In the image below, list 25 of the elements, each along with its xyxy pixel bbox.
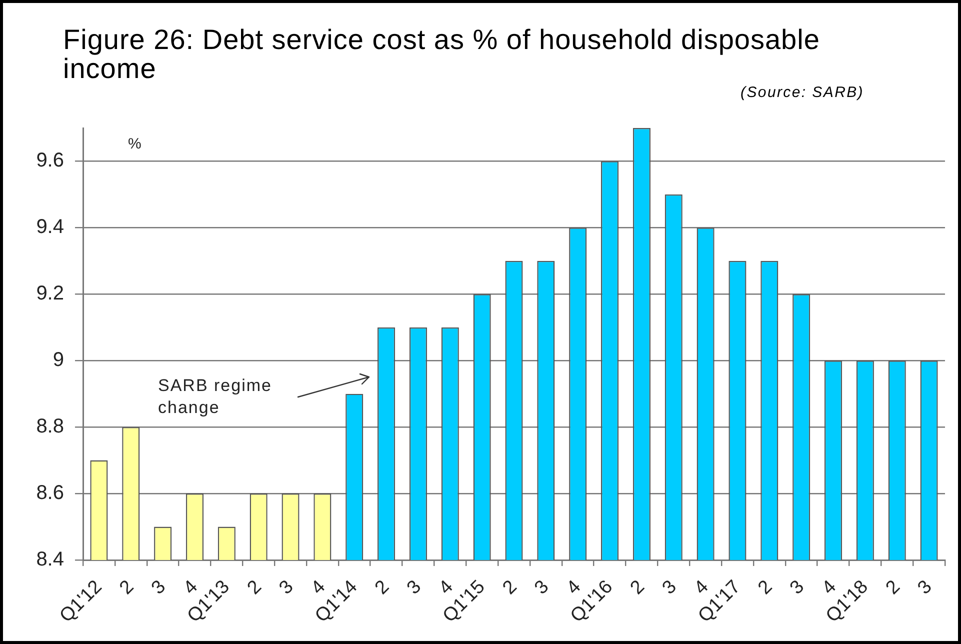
x-tick-label: 2 [371,576,394,599]
y-tick-label: 8.4 [36,548,64,571]
annotation: SARB regime change [158,375,273,419]
x-tick-label: 3 [148,576,170,599]
x-tick-label: 3 [530,576,554,599]
x-tick-label: 2 [244,576,266,599]
text: (Source: SARB) [740,84,864,101]
x-tick-label: 2 [116,576,138,599]
x-tick-label: 3 [914,576,936,599]
y-tick-label: 8.8 [36,416,64,438]
x-tick-label: 3 [403,576,426,599]
chart-title: Figure 26: Debt service cost as % of household disposable income [63,24,821,84]
x-tick-label: 3 [786,576,809,599]
y-tick-label: 9.6 [36,150,64,172]
x-tick-label: 2 [754,576,777,599]
y-tick-label: 9.4 [36,216,64,238]
x-tick-label: 2 [498,576,522,599]
x-tick-label: 3 [275,576,298,599]
y-tick-label: 9.2 [36,282,64,305]
y-tick-label: 9 [52,349,64,372]
y-tick-label: 8.6 [36,482,64,504]
y-axis-title: % [128,136,142,153]
x-tick-label: 3 [658,576,681,599]
x-tick-label: 2 [626,576,649,599]
x-tick-label: 2 [882,576,904,599]
